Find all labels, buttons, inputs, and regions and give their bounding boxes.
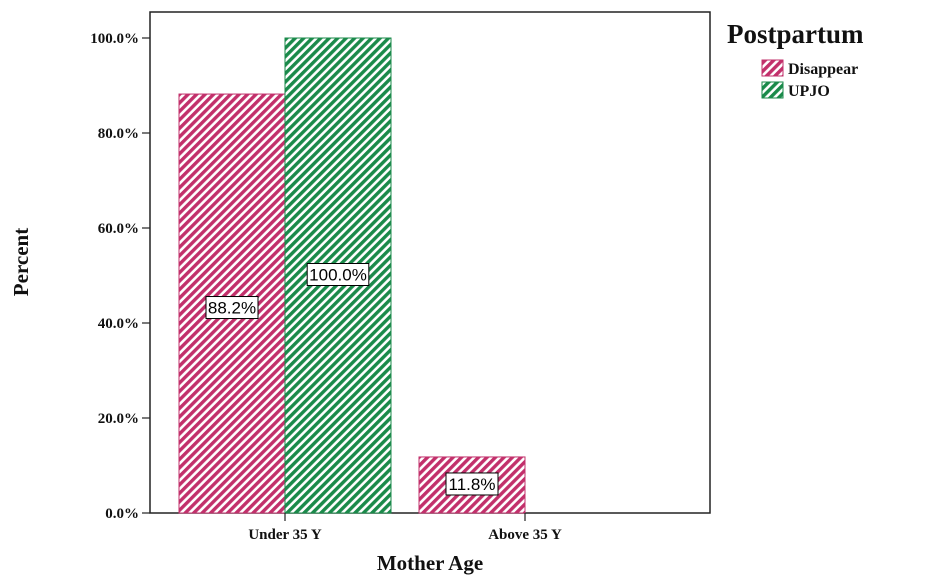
x-axis: Under 35 Y Above 35 Y (248, 513, 562, 543)
legend-swatch-disappear (761, 59, 784, 77)
data-label-text: 88.2% (208, 299, 256, 318)
data-label: 88.2% (205, 296, 259, 320)
legend-label-disappear: Disappear (788, 61, 858, 78)
legend-title: Postpartum (727, 19, 864, 49)
y-tick-label: 60.0% (98, 221, 139, 237)
x-tick-label: Under 35 Y (248, 527, 322, 543)
legend: Postpartum Disappear UPJO (727, 19, 864, 100)
legend-swatch-upjo (761, 81, 784, 99)
data-label-box (445, 472, 499, 496)
data-label-box (306, 263, 370, 286)
data-label: 100.0% (306, 263, 370, 286)
y-tick-label: 80.0% (98, 126, 139, 142)
legend-label-upjo: UPJO (788, 83, 830, 100)
x-tick-label: Above 35 Y (488, 527, 562, 543)
bar-disappear-0 (178, 93, 286, 514)
y-axis: 0.0% 20.0% 40.0% 60.0% 80.0% 100.0% (90, 31, 150, 522)
data-label-text: 11.8% (449, 475, 496, 494)
y-tick-label: 20.0% (98, 411, 139, 427)
y-tick-label: 0.0% (105, 506, 139, 522)
data-label: 11.8% (445, 472, 499, 496)
bars-layer (178, 37, 526, 514)
y-tick-label: 100.0% (90, 31, 139, 47)
x-axis-title: Mother Age (377, 551, 483, 575)
y-tick-label: 40.0% (98, 316, 139, 332)
data-label-text: 100.0% (309, 266, 367, 285)
data-label-box (205, 296, 259, 320)
data-labels: 88.2% 100.0% 11.8% (205, 263, 499, 496)
y-axis-title: Percent (9, 228, 33, 296)
